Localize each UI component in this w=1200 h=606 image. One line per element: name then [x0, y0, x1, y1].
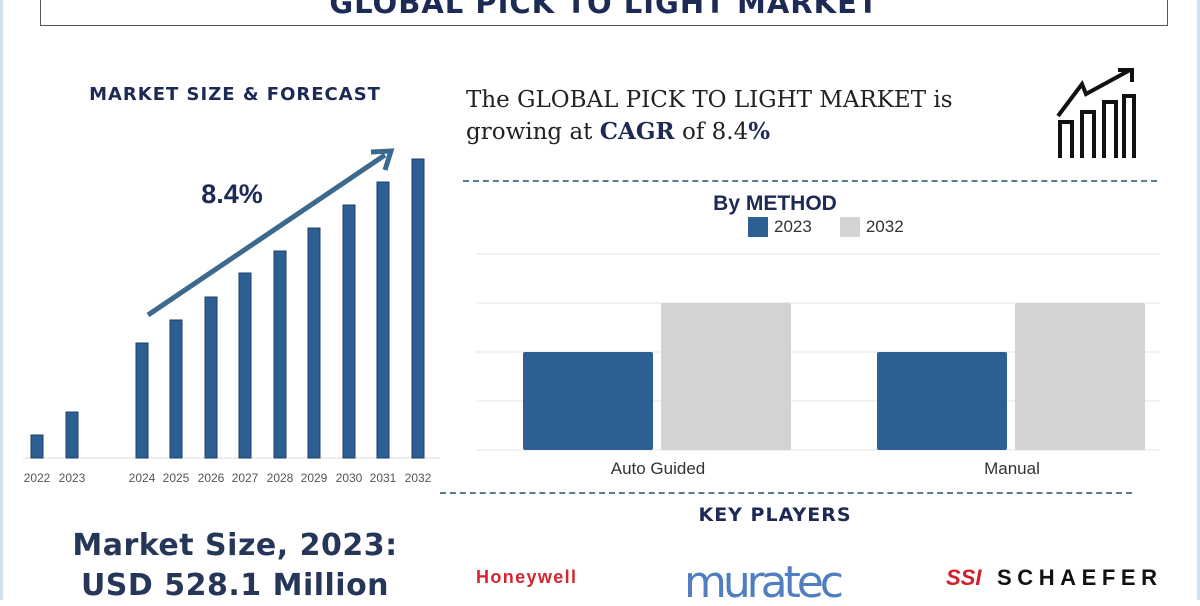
category-label-manual: Manual [984, 459, 1040, 478]
category-label-auto-guided: Auto Guided [611, 459, 706, 478]
tick-label-2026: 2026 [198, 471, 225, 485]
bar-2031 [376, 181, 390, 459]
tick-label-2024: 2024 [129, 471, 156, 485]
tick-label-2023: 2023 [59, 471, 86, 485]
bar-2024 [135, 342, 149, 459]
legend-swatch-2032 [839, 217, 860, 237]
svg-text:Honeywell: Honeywell [476, 567, 576, 587]
divider-bottom [440, 492, 1132, 494]
method-bar-chart: Auto Guided Manual [476, 253, 1160, 478]
trend-arrowhead-icon [370, 148, 395, 171]
forecast-heading: MARKET SIZE & FORECAST [89, 84, 381, 105]
tick-label-2030: 2030 [336, 471, 363, 485]
cagr-word: CAGR [599, 118, 675, 145]
method-legend: 2023 2032 [748, 217, 904, 237]
market-size-line1: Market Size, 2023: [72, 528, 398, 563]
tick-label-2022: 2022 [24, 471, 51, 485]
bar-2027 [238, 272, 252, 459]
bar-auto-guided-2023 [523, 352, 653, 450]
bar-manual-2032 [1015, 303, 1145, 450]
tick-label-2031: 2031 [370, 471, 397, 485]
market-size-summary: Market Size, 2023: USD 528.1 Million [20, 526, 450, 606]
svg-text:SSI: SSI [946, 565, 982, 590]
tick-label-2029: 2029 [301, 471, 328, 485]
cagr-annotation: 8.4% [201, 179, 263, 209]
svg-text:muratec: muratec [684, 557, 844, 600]
bar-2032 [411, 158, 425, 459]
bar-2025 [169, 319, 183, 459]
legend-swatch-2023 [748, 217, 768, 237]
legend-label-2023: 2023 [774, 217, 812, 236]
ssi-schaefer-logo: SSI SCHAEFER [946, 565, 1157, 590]
tick-label-2025: 2025 [163, 471, 190, 485]
growth-text-prefix: The GLOBAL PICK TO LIGHT MARKET is growi… [466, 87, 953, 145]
title-banner: GLOBAL PICK TO LIGHT MARKET [40, 0, 1168, 26]
growth-statement: The GLOBAL PICK TO LIGHT MARKET is growi… [466, 84, 1006, 148]
forecast-bar-chart: 2022 2023 2024 2025 2026 2027 2028 2029 2030 2031… [23, 148, 440, 485]
bar-2023 [65, 411, 79, 459]
key-players-heading: KEY PLAYERS [698, 504, 852, 526]
bar-2026 [204, 296, 218, 459]
left-border [0, 0, 3, 600]
bar-2028 [273, 250, 287, 459]
bar-2029 [307, 227, 321, 459]
tick-label-2028: 2028 [267, 471, 294, 485]
bar-manual-2023 [877, 352, 1007, 450]
bar-auto-guided-2032 [661, 303, 791, 450]
muratec-logo: muratec [684, 557, 844, 600]
page-title: GLOBAL PICK TO LIGHT MARKET [329, 0, 879, 20]
right-border [1197, 0, 1200, 600]
bar-2022 [30, 434, 44, 459]
tick-label-2032: 2032 [405, 471, 432, 485]
legend-label-2032: 2032 [865, 217, 904, 236]
tick-label-2027: 2027 [232, 471, 259, 485]
svg-text:SCHAEFER: SCHAEFER [997, 565, 1157, 590]
bar-2030 [342, 204, 356, 459]
honeywell-logo: Honeywell [476, 567, 576, 587]
trend-arrow-icon [146, 152, 387, 318]
growth-chart-icon [1056, 68, 1136, 158]
divider-top [463, 180, 1157, 182]
growth-text-value: of 8.4 [674, 119, 749, 145]
method-chart-title: By METHOD [713, 192, 837, 215]
growth-text-percent: % [748, 118, 771, 145]
market-size-line2: USD 528.1 Million [80, 568, 390, 603]
